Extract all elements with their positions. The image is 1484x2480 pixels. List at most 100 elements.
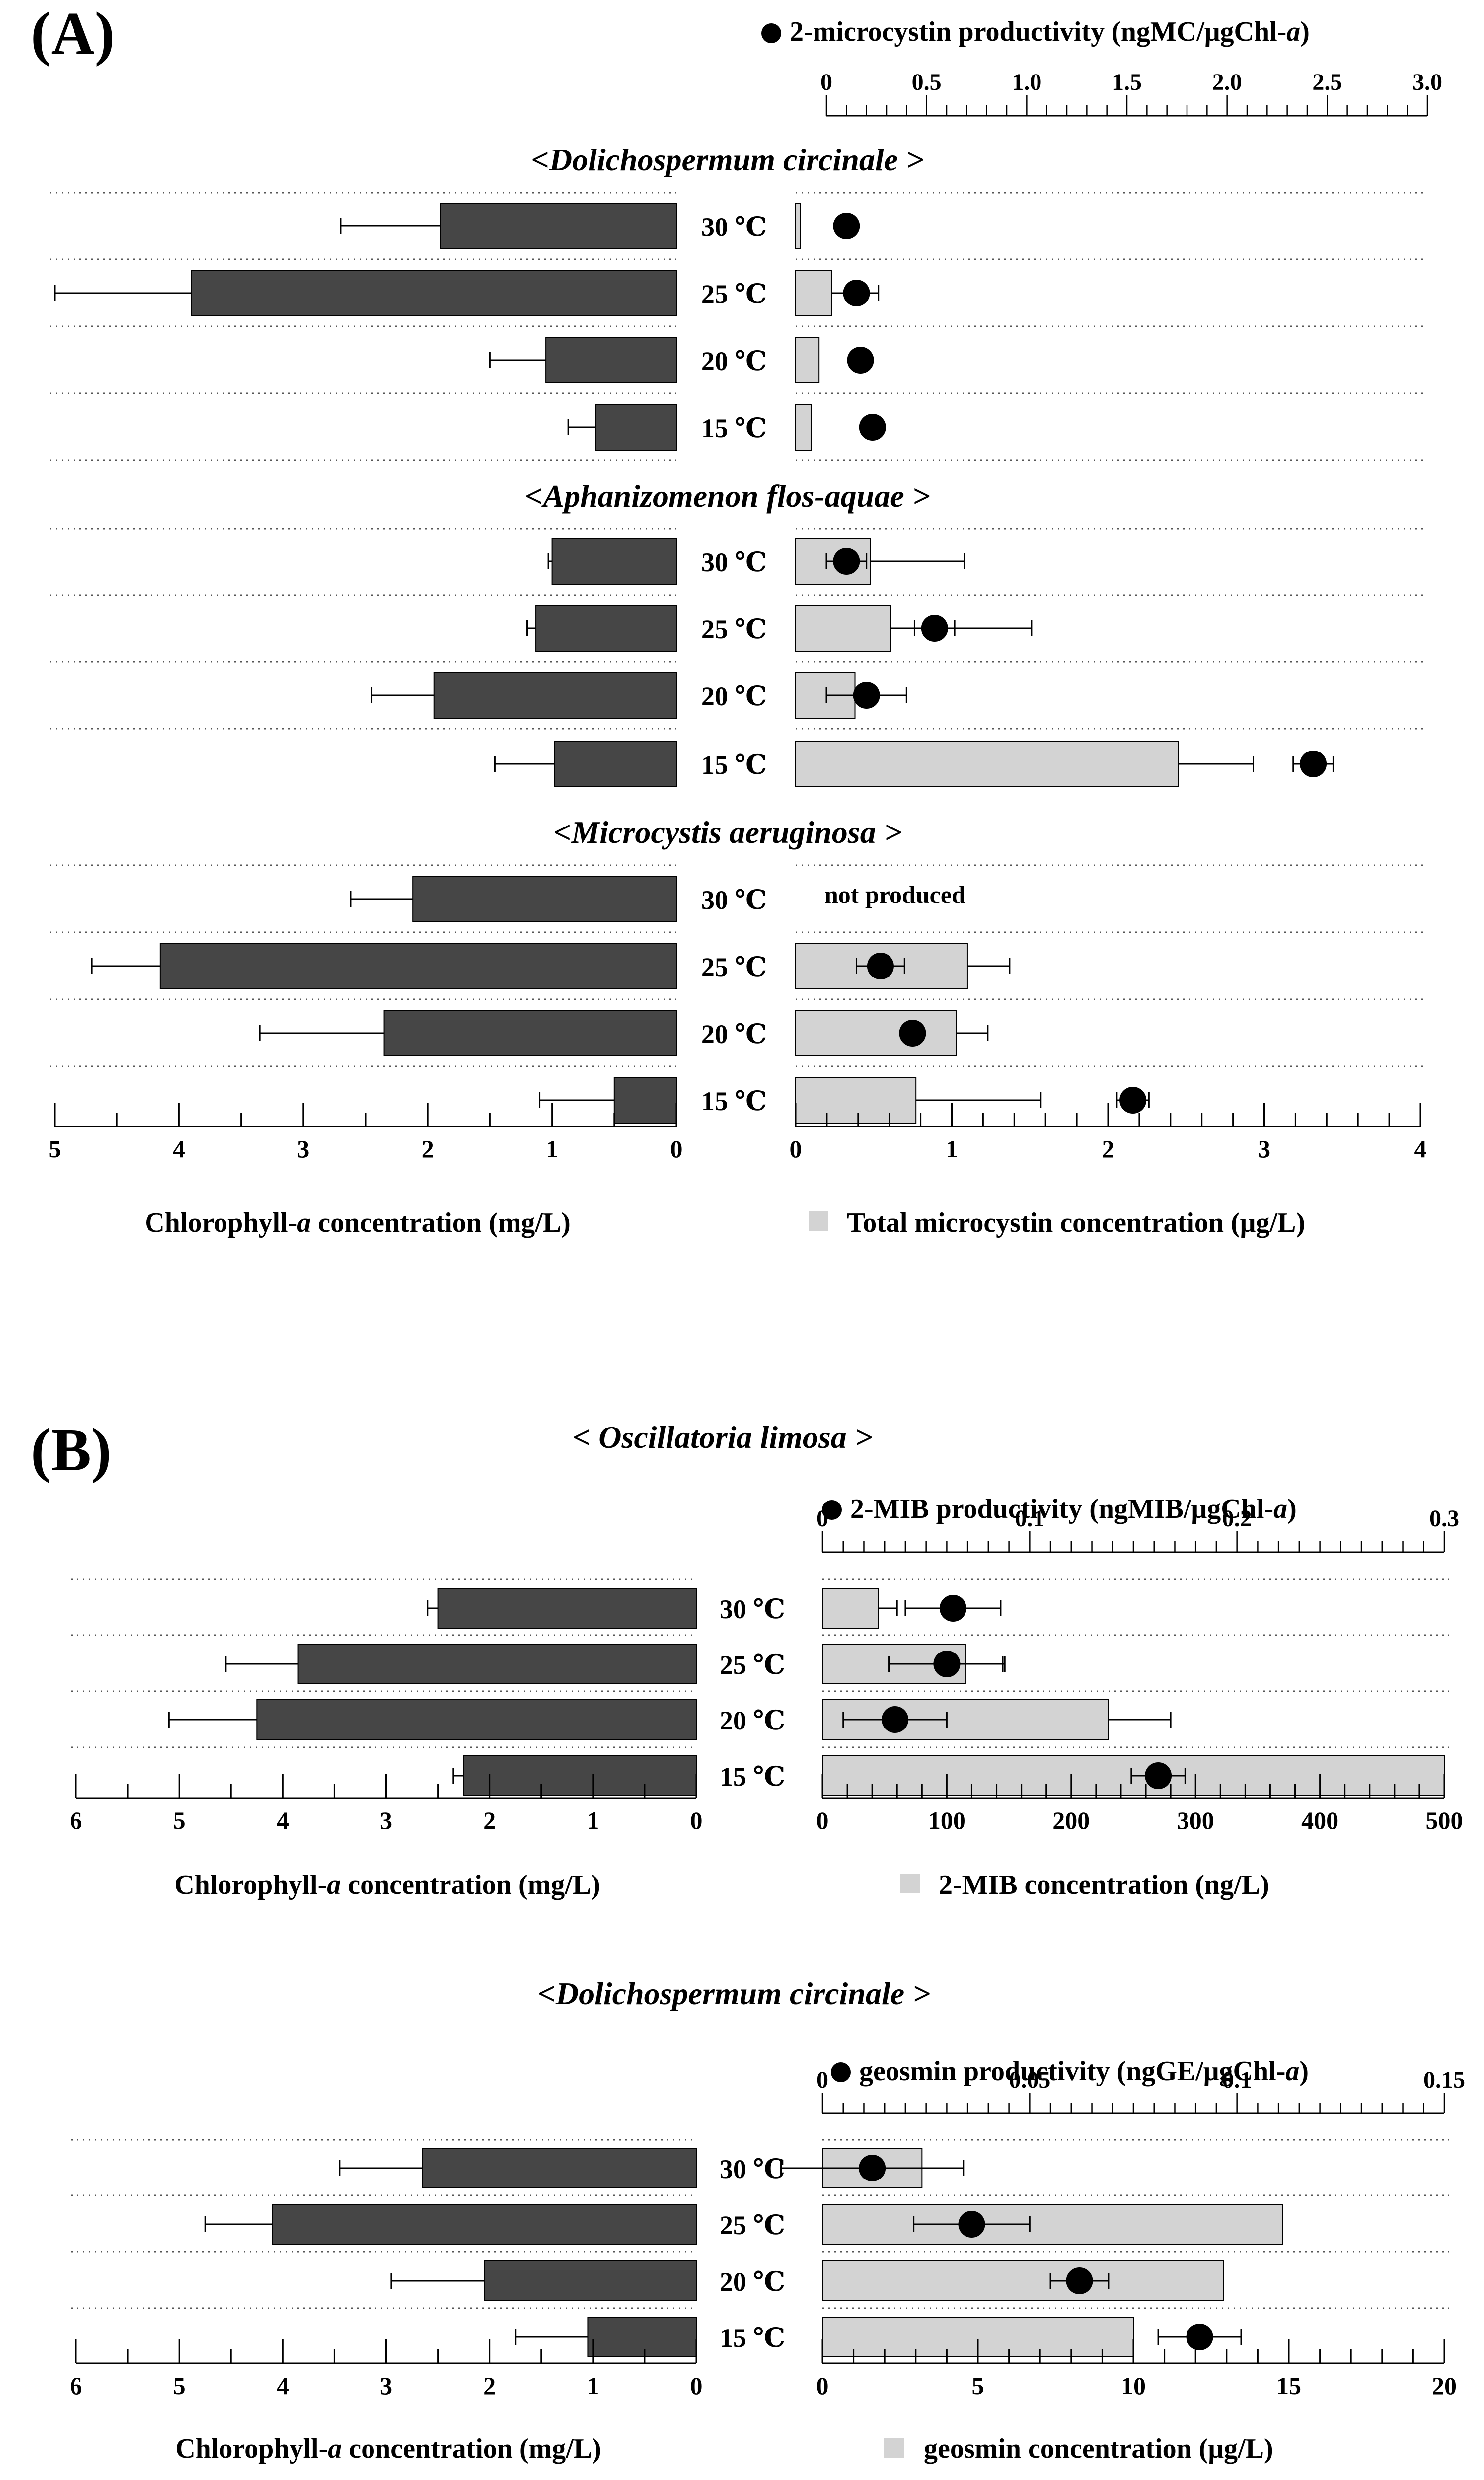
chl-bar [383,1010,677,1056]
temperature-label: 20 ℃ [701,346,767,376]
productivity-tick-label: 0 [816,2067,828,2093]
conc-bar [795,1077,917,1124]
conc-tick-label: 20 [1432,2372,1457,2400]
chl-tick-label: 6 [70,1806,82,1834]
temperature-label: 25 ℃ [720,2210,785,2240]
chl-tick-label: 5 [173,2372,186,2400]
panel-label-b: (B) [31,1417,112,1484]
productivity-marker [833,213,860,239]
chl-bar [191,270,677,316]
temperature-label: 15 ℃ [720,1762,785,1792]
conc-bar [795,1010,957,1056]
chl-bar [535,605,677,652]
chl-tick-label: 2 [422,1135,434,1163]
chl-tick-label: 4 [277,2372,289,2400]
chl-tick-label: 3 [380,2372,392,2400]
chl-bar [587,2317,697,2357]
chl-tick-label: 4 [277,1806,289,1834]
temperature-label: 30 ℃ [701,547,767,577]
species-title-dolichospermum-a: <Dolichospermum circinale > [531,142,924,177]
chl-tick-label: 0 [690,2372,703,2400]
conc-tick-label: 2 [1102,1135,1114,1163]
productivity-tick-label: 0.5 [912,69,942,95]
conc-tick-label: 0 [816,1806,829,1834]
b2-top-axis-label: geosmin productivity (ngGE/μgChl-a) [859,2056,1309,2087]
panel-label-a: (A) [31,0,115,67]
conc-bar [822,2260,1224,2301]
temperature-label: 15 ℃ [720,2323,785,2353]
productivity-marker [933,1651,961,1677]
conc-tick-label: 500 [1426,1806,1463,1834]
chl-tick-label: 5 [49,1135,61,1163]
temperature-label: 25 ℃ [701,614,767,644]
chl-tick-label: 5 [173,1806,186,1834]
productivity-tick-label: 2.0 [1212,69,1242,95]
temperature-label: 20 ℃ [720,1706,785,1735]
productivity-marker [1186,2324,1213,2350]
chl-bar [551,538,677,585]
chl-bar [256,1699,697,1740]
temperature-label: 25 ℃ [720,1650,785,1680]
chl-bar [433,672,677,719]
productivity-tick-label: 0 [820,69,832,95]
conc-bar [795,404,812,451]
productivity-marker [859,2155,886,2181]
productivity-tick-label: 0.3 [1429,1505,1459,1532]
conc-tick-label: 1 [946,1135,958,1163]
b2-left-axis-label: Chlorophyll-a concentration (mg/L) [175,2433,601,2464]
productivity-tick-label: 0.05 [1009,2067,1050,2093]
conc-tick-label: 3 [1258,1135,1270,1163]
chl-tick-label: 2 [483,2372,496,2400]
temperature-label: 30 ℃ [701,885,767,915]
productivity-marker [867,953,894,979]
conc-tick-label: 300 [1177,1806,1214,1834]
temperature-label: 20 ℃ [720,2267,785,2297]
chl-bar [545,337,677,383]
panel-a-right-axis-label: Total microcystin concentration (μg/L) [847,1207,1305,1238]
chl-tick-label: 1 [546,1135,558,1163]
productivity-legend-marker-a [761,23,781,43]
b1-left-axis-label: Chlorophyll-a concentration (mg/L) [174,1870,600,1900]
chl-tick-label: 1 [587,1806,599,1834]
panel-a-left-axis-label: Chlorophyll-a concentration (mg/L) [145,1207,571,1238]
chl-tick-label: 3 [297,1135,309,1163]
productivity-marker [1119,1087,1147,1114]
productivity-marker [882,1706,909,1733]
chl-bar [437,1588,697,1629]
chl-bar [272,2204,697,2245]
conc-tick-label: 5 [972,2372,984,2400]
conc-tick-label: 0 [790,1135,802,1163]
temperature-label: 25 ℃ [701,952,767,982]
species-title-dolichospermum-b: <Dolichospermum circinale > [537,1976,930,2011]
productivity-tick-label: 0.1 [1222,2067,1252,2093]
temperature-label: 25 ℃ [701,279,767,309]
b2-right-axis-label: geosmin concentration (μg/L) [924,2433,1273,2464]
productivity-marker [1145,1762,1172,1789]
productivity-marker [853,682,880,709]
conc-legend-swatch-b1 [900,1874,920,1893]
chl-tick-label: 0 [670,1135,683,1163]
chl-bar [297,1644,697,1684]
conc-legend-swatch-b2 [884,2438,904,2458]
chl-bar [613,1077,677,1124]
temperature-label: 15 ℃ [701,750,767,780]
productivity-legend-marker-b1 [822,1500,842,1520]
productivity-tick-label: 0.2 [1222,1505,1252,1532]
chl-tick-label: 1 [587,2372,599,2400]
species-title-aphanizomenon: <Aphanizomenon flos-aquae > [525,478,930,514]
productivity-tick-label: 0.15 [1423,2067,1465,2093]
productivity-marker [843,280,870,306]
chl-tick-label: 0 [690,1806,703,1834]
conc-bar [822,1588,879,1629]
conc-tick-label: 0 [816,2372,829,2400]
productivity-marker [1300,751,1327,777]
temperature-label: 20 ℃ [701,681,767,711]
conc-tick-label: 400 [1301,1806,1338,1834]
productivity-marker [921,615,948,642]
chl-bar [440,203,677,249]
temperature-label: 30 ℃ [720,2154,785,2184]
productivity-tick-label: 0 [816,1505,828,1532]
productivity-tick-label: 0.1 [1015,1505,1044,1532]
temperature-label: 15 ℃ [701,413,767,443]
